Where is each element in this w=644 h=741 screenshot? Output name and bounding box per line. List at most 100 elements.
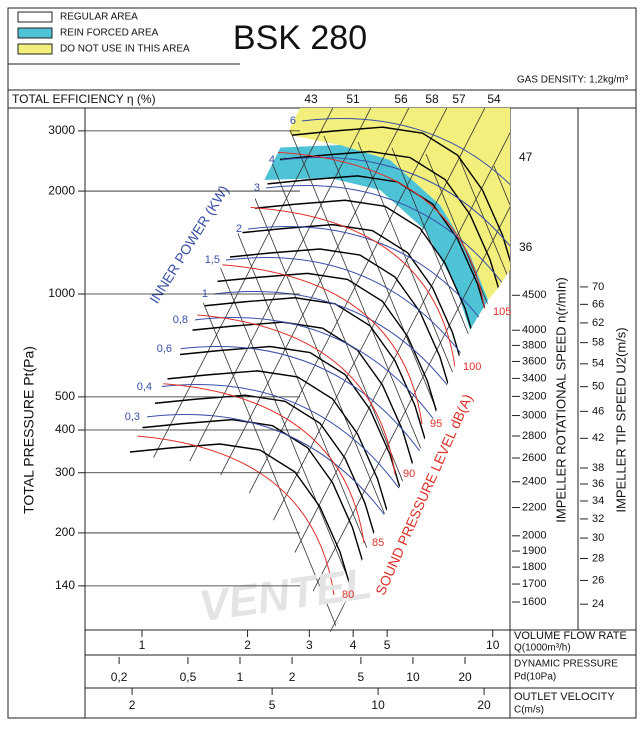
y3-axis-title: IMPELLER TIP SPEED U2(m/s)	[613, 327, 628, 512]
y2-tick-label: 2600	[522, 452, 546, 464]
noise-label: 95	[430, 418, 442, 430]
system-line	[128, 108, 275, 636]
power-title: INNER POWER (KW)	[146, 182, 232, 306]
legend-label: REGULAR AREA	[60, 12, 138, 23]
power-curve	[225, 257, 481, 381]
y2-tick-label: 2800	[522, 430, 546, 442]
y2-axis-title: IMPELLER ROTATIONAL SPEED n(r/mIn)	[553, 277, 568, 522]
legend-swatch	[17, 43, 53, 55]
power-curve	[265, 185, 510, 309]
efficiency-label: 54	[487, 92, 501, 106]
noise-curve	[272, 151, 486, 313]
x3-axis-unit: C(m/s)	[514, 705, 544, 716]
y3-tick-label: 54	[592, 358, 604, 370]
y2-tick-label: 4000	[522, 324, 546, 336]
noise-curve	[182, 313, 396, 475]
y3-tick-label: 50	[592, 381, 604, 393]
x-axis-title: VOLUME FLOW RATE	[514, 630, 627, 642]
x-tick-label: 10	[486, 638, 500, 652]
y2-tick-label: 1800	[522, 561, 546, 573]
power-curve	[145, 414, 401, 538]
x2-tick-label: 2	[289, 670, 296, 684]
fan-curve	[192, 321, 429, 531]
x2-tick-label: 1	[237, 670, 244, 684]
chart-title: BSK 280	[233, 19, 367, 57]
noise-curve	[209, 263, 423, 425]
y3-tick-label: 24	[592, 598, 604, 610]
y2-tick-label: 2400	[522, 476, 546, 488]
y2-tick-label: 3400	[522, 372, 546, 384]
noise-label: 90	[403, 468, 415, 480]
y3-tick-label: 46	[592, 405, 604, 417]
y2-tick-label: 4500	[522, 289, 546, 301]
x2-tick-label: 0,2	[111, 670, 128, 684]
do-not-use-area	[290, 108, 510, 300]
power-label: 1,5	[205, 254, 220, 266]
power-curve	[177, 346, 433, 470]
system-line	[0, 75, 122, 641]
noise-label: 105	[493, 306, 511, 318]
y-tick-label: 400	[55, 422, 75, 436]
x-tick-label: 1	[139, 638, 146, 652]
power-curve	[157, 384, 413, 508]
plot-area	[0, 75, 510, 641]
y3-tick-label: 62	[592, 317, 604, 329]
y3-tick-label: 32	[592, 513, 604, 525]
system-line	[128, 108, 389, 636]
y3-tick-label: 30	[592, 532, 604, 544]
y-tick-label: 140	[55, 578, 75, 592]
noise-curve	[151, 382, 365, 544]
efficiency-label: 47	[519, 150, 533, 164]
y3-tick-label: 34	[592, 495, 604, 507]
power-label: 0,3	[125, 411, 140, 423]
x-tick-label: 4	[350, 638, 357, 652]
outer-frame	[7, 7, 637, 719]
power-label: 1	[202, 288, 208, 300]
efficiency-label: 58	[425, 92, 439, 106]
y-tick-label: 2000	[48, 183, 75, 197]
fan-curve	[292, 126, 510, 336]
x-tick-label: 5	[384, 638, 391, 652]
y3-tick-label: 28	[592, 552, 604, 564]
y-tick-label: 3000	[48, 123, 75, 137]
power-curve	[213, 291, 469, 415]
x2-axis-unit: Pd(10Pa)	[514, 672, 556, 683]
efficiency-label: 57	[452, 92, 466, 106]
x3-tick-label: 10	[371, 698, 385, 712]
x2-tick-label: 5	[358, 670, 365, 684]
y2-tick-label: 1900	[522, 545, 546, 557]
x2-tick-label: 0,5	[180, 670, 197, 684]
efficiency-label: 43	[304, 92, 318, 106]
speed-line	[459, 159, 510, 636]
power-curves	[145, 118, 510, 538]
efficiency-title: TOTAL EFFICIENCY η (%)	[12, 92, 156, 106]
y-tick-label: 1000	[48, 286, 75, 300]
x3-tick-label: 5	[269, 698, 276, 712]
noise-curve	[242, 206, 456, 368]
y3-tick-label: 38	[592, 462, 604, 474]
y3-tick-label: 70	[592, 281, 604, 293]
fan-curve	[129, 443, 366, 636]
x2-tick-label: 10	[406, 670, 420, 684]
x3-tick-label: 20	[477, 698, 491, 712]
y2-tick-label: 3600	[522, 355, 546, 367]
power-label: 2	[236, 223, 242, 235]
noise-label: 100	[463, 361, 481, 373]
x-tick-label: 3	[306, 638, 313, 652]
y2-tick-label: 2000	[522, 530, 546, 542]
noise-curve	[128, 434, 335, 596]
legend-swatch	[17, 27, 53, 39]
x2-tick-label: 20	[458, 670, 472, 684]
y-tick-label: 500	[55, 389, 75, 403]
efficiency-label: 56	[394, 92, 408, 106]
legend-label: DO NOT USE IN THIS AREA	[60, 44, 190, 55]
y2-tick-label: 1600	[522, 596, 546, 608]
efficiency-label: 51	[346, 92, 360, 106]
y3-tick-label: 58	[592, 337, 604, 349]
noise-title: SOUND PRESSURE LEVEL dB(A)	[372, 392, 475, 598]
x2-axis-title: DYNAMIC PRESSURE	[514, 659, 618, 670]
power-label: 4	[269, 154, 275, 166]
y-tick-label: 300	[55, 465, 75, 479]
power-label: 0,4	[137, 381, 152, 393]
